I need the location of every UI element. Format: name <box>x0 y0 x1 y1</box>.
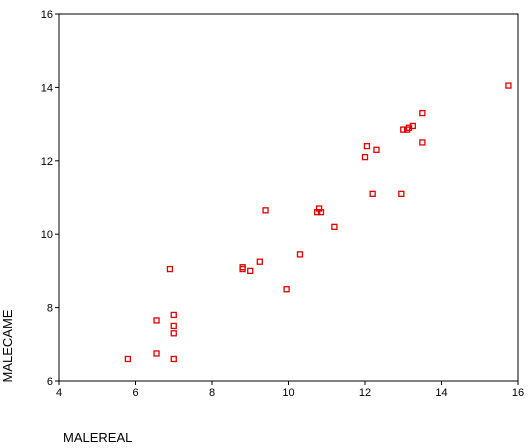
scatter-point <box>400 126 407 133</box>
plot-frame <box>58 13 519 382</box>
scatter-point <box>283 286 290 293</box>
x-tick-label: 10 <box>282 387 294 399</box>
scatter-point <box>331 223 338 231</box>
x-tick-label: 6 <box>132 387 138 399</box>
scatter-point <box>262 207 269 214</box>
scatter-point <box>419 109 426 117</box>
scatter-point <box>398 190 405 197</box>
scatter-point <box>505 82 512 89</box>
data-points <box>124 82 512 363</box>
scatter-point <box>153 350 160 357</box>
scatter-point <box>170 322 177 330</box>
scatter-point <box>170 330 177 337</box>
y-axis: 6 8 10 12 14 16 <box>41 9 59 388</box>
scatter-point <box>419 139 426 146</box>
x-axis-title: MALEREAL <box>63 430 132 445</box>
scatter-point <box>369 190 376 197</box>
scatter-point <box>256 258 263 265</box>
y-tick-label: 8 <box>47 303 53 315</box>
scatter-point <box>409 122 416 130</box>
y-tick-label: 14 <box>41 82 53 94</box>
x-tick-label: 14 <box>435 387 447 399</box>
scatter-point <box>239 265 246 273</box>
y-axis-title: MALECAME <box>0 309 15 382</box>
scatter-point <box>166 265 174 273</box>
x-tick-label: 12 <box>359 387 371 399</box>
scatter-point <box>170 311 177 319</box>
scatter-point <box>153 317 160 324</box>
x-tick-label: 16 <box>512 387 524 399</box>
scatter-point <box>247 267 254 275</box>
y-tick-label: 16 <box>41 9 53 21</box>
y-tick-label: 10 <box>41 229 53 241</box>
scatter-point <box>317 209 325 216</box>
scatter-point <box>124 355 131 363</box>
scatter-point <box>361 153 369 161</box>
scatter-point <box>363 142 371 150</box>
x-tick-label: 8 <box>209 387 215 399</box>
y-tick-label: 12 <box>41 156 53 168</box>
x-tick-label: 4 <box>56 387 62 399</box>
scatter-point <box>296 251 304 258</box>
scatter-point <box>373 146 380 153</box>
scatter-point <box>239 264 246 271</box>
x-axis: 4 6 8 10 12 14 16 <box>56 381 524 399</box>
y-tick-label: 6 <box>47 376 53 388</box>
scatter-point <box>170 355 177 363</box>
scatter-point <box>405 124 413 131</box>
